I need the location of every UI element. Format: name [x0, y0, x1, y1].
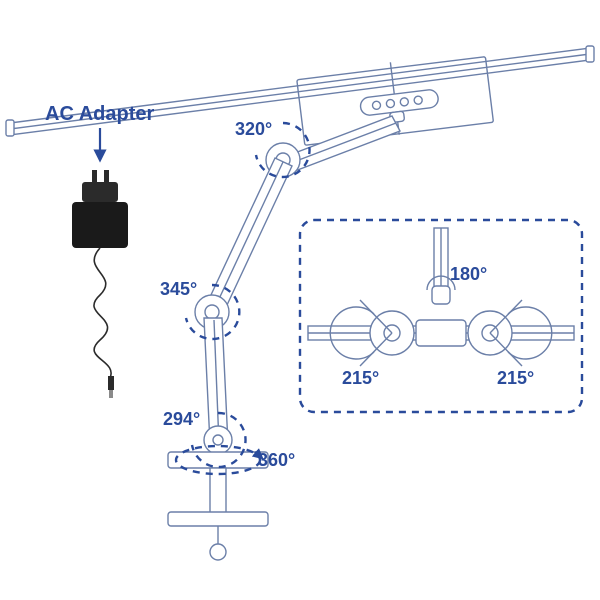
inset-right-angle: 215° [497, 368, 534, 388]
angle-elbow-label: 345° [160, 279, 197, 299]
inset-detail: 180° 215° 215° [300, 220, 582, 412]
diagram-root: 320° 345° 294° 360° AC Adapter [0, 0, 600, 600]
inset-left-angle: 215° [342, 368, 379, 388]
inset-top-angle: 180° [450, 264, 487, 284]
angle-base-tilt-label: 294° [163, 409, 200, 429]
angle-base-rotation-label: 360° [258, 450, 295, 470]
ac-adapter: AC Adapter [45, 103, 154, 398]
lamp-head-hub [360, 89, 441, 126]
lamp-post [204, 318, 228, 444]
angle-head-label: 320° [235, 119, 272, 139]
lamp-joint-base-tilt [204, 426, 232, 454]
ac-adapter-label: AC Adapter [45, 103, 154, 125]
